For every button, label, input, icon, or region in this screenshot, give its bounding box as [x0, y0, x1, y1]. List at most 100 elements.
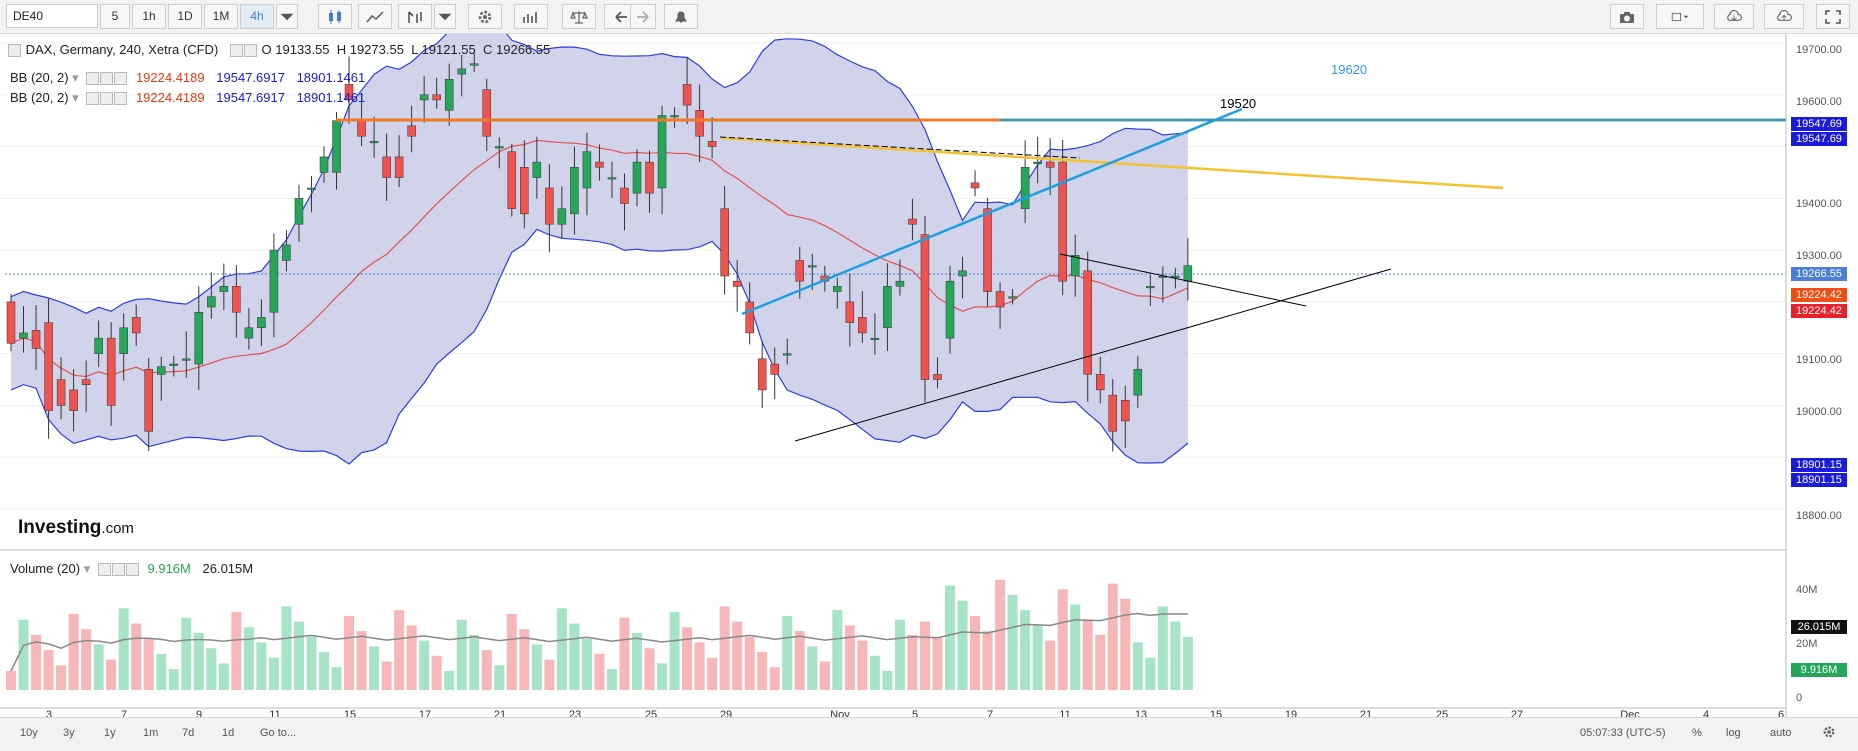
layout-button[interactable]: [1656, 4, 1704, 29]
gear-icon[interactable]: [111, 563, 125, 577]
chevron-down-icon[interactable]: ▾: [83, 561, 91, 576]
range-7d-button[interactable]: 7d: [182, 727, 195, 739]
candles-button[interactable]: [318, 4, 352, 29]
log-toggle[interactable]: log: [1726, 727, 1741, 739]
level-label-19520: 19520: [1220, 96, 1257, 111]
chevron-down-icon[interactable]: ▾: [72, 90, 79, 105]
auto-toggle[interactable]: auto: [1770, 727, 1792, 739]
line-chart-icon: [366, 10, 384, 23]
goto-button[interactable]: Go to...: [260, 727, 297, 739]
volume-bar: [118, 608, 129, 690]
candle-down: [720, 208, 729, 277]
close-icon[interactable]: [114, 72, 128, 86]
volume-bar: [757, 652, 768, 690]
volume-bar: [1120, 598, 1131, 690]
candle-down: [482, 89, 492, 137]
candle-down: [970, 182, 980, 189]
gear-icon[interactable]: [100, 72, 114, 86]
candle-down: [1058, 161, 1067, 282]
time-label: 9: [195, 709, 203, 721]
range-1d-button[interactable]: 1d: [222, 727, 235, 739]
settings-button[interactable]: [468, 4, 502, 29]
eye-icon[interactable]: [97, 563, 111, 577]
volume-bar: [857, 640, 868, 690]
range-1m-button[interactable]: 1m: [143, 727, 159, 739]
volume-bar: [1095, 634, 1106, 690]
candle-down: [732, 280, 742, 287]
time-label: 5: [911, 709, 919, 721]
volume-bar: [1145, 657, 1156, 690]
instrument-title: DAX, Germany, 240, Xetra (CFD): [25, 42, 219, 57]
volume-bar: [369, 646, 380, 690]
candle-up: [570, 167, 579, 215]
range-10y-button[interactable]: 10y: [20, 727, 38, 739]
close-icon[interactable]: [125, 563, 139, 577]
candle-up: [282, 244, 291, 261]
eye-icon[interactable]: [86, 92, 100, 106]
gear-icon[interactable]: [100, 92, 114, 106]
range-3y-button[interactable]: 3y: [63, 727, 75, 739]
screenshot-button[interactable]: [1610, 4, 1644, 29]
volume-tick: 20M: [1796, 638, 1818, 650]
candle-down: [131, 317, 141, 334]
cloud-load-button[interactable]: [1714, 4, 1754, 29]
settings-button[interactable]: [1822, 725, 1836, 742]
volume-bar: [1107, 583, 1118, 690]
black-rising-trendline[interactable]: [794, 268, 1392, 442]
eye-icon[interactable]: [229, 44, 243, 58]
candle-up: [244, 327, 254, 339]
black-falling-trendline[interactable]: [1059, 253, 1307, 307]
candle-down: [1095, 374, 1105, 391]
candles-layer: [6, 51, 1193, 452]
symbol-input[interactable]: DE40: [6, 4, 98, 28]
chart-canvas[interactable]: [0, 34, 1858, 717]
collapse-icon[interactable]: [8, 44, 21, 58]
interval-1m-button[interactable]: 1M: [204, 4, 238, 29]
eye-icon[interactable]: [86, 72, 100, 86]
gear-icon[interactable]: [243, 44, 257, 58]
blue-rising-trendline[interactable]: [741, 107, 1243, 316]
chart-container[interactable]: DAX, Germany, 240, Xetra (CFD) O 19133.5…: [0, 34, 1858, 717]
volume-name: Volume (20): [10, 561, 81, 576]
volume-bar: [93, 644, 104, 690]
gear-icon: [478, 10, 492, 23]
interval-5-button[interactable]: 5: [100, 4, 130, 29]
volume-bar: [619, 617, 630, 690]
bb2-lower: 18901.1461: [296, 90, 366, 105]
candle-down: [44, 322, 53, 411]
candle-up: [607, 177, 617, 180]
bollinger-lower-line: [10, 228, 1189, 465]
chevron-down-icon[interactable]: ▾: [72, 70, 79, 85]
compare-button[interactable]: [562, 4, 596, 29]
range-1y-button[interactable]: 1y: [104, 727, 116, 739]
volume-bar: [206, 648, 217, 690]
black-dashed-trendline[interactable]: [719, 136, 1081, 159]
indicators-button[interactable]: [398, 4, 432, 29]
volume-bar: [1157, 606, 1168, 690]
line-chart-button[interactable]: [358, 4, 392, 29]
fullscreen-button[interactable]: [1816, 4, 1850, 29]
volume-bar: [819, 661, 830, 690]
candle-up: [94, 337, 103, 354]
candle-down: [995, 291, 1005, 308]
volume-bar: [1170, 621, 1181, 690]
candle-up: [632, 161, 642, 194]
indicators-dropdown-button[interactable]: [434, 4, 456, 29]
volume-bar: [469, 634, 480, 690]
percent-toggle[interactable]: %: [1692, 727, 1702, 739]
cloud-save-button[interactable]: [1764, 4, 1804, 29]
close-icon[interactable]: [114, 92, 128, 106]
interval-dropdown-button[interactable]: [276, 4, 298, 29]
volume-bar: [56, 665, 67, 690]
interval-1d-button[interactable]: 1D: [168, 4, 202, 29]
volume-bar: [657, 663, 668, 690]
volume-bar: [606, 669, 617, 690]
interval-4h-button[interactable]: 4h: [240, 4, 274, 29]
chart-style-button[interactable]: [514, 4, 548, 29]
alert-button[interactable]: [664, 4, 698, 29]
volume-bar: [406, 625, 417, 690]
interval-1h-button[interactable]: 1h: [132, 4, 166, 29]
candle-up: [369, 141, 379, 144]
volume-bar: [106, 659, 117, 690]
redo-button[interactable]: [630, 4, 656, 29]
